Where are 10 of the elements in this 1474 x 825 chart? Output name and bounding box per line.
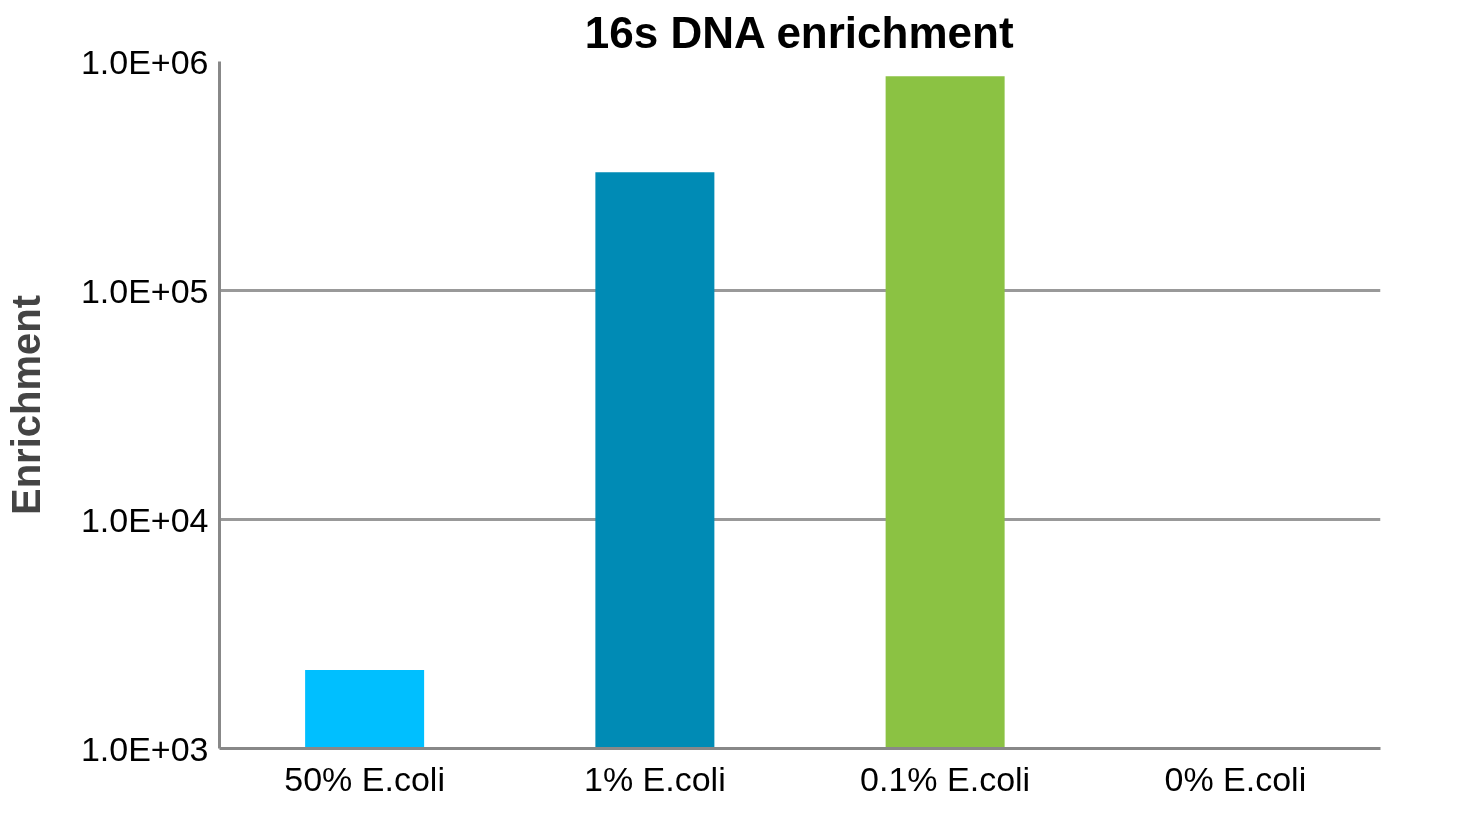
y-tick-label: 1.0E+05 bbox=[80, 271, 209, 310]
x-tick-label: 0% E.coli bbox=[1164, 759, 1307, 798]
x-tick-label: 50% E.coli bbox=[284, 759, 445, 798]
x-tick-label: 0.1% E.coli bbox=[860, 759, 1031, 798]
y-tick-label: 1.0E+04 bbox=[80, 500, 209, 539]
x-tick-label: 1% E.coli bbox=[584, 759, 726, 798]
chart-title: 16s DNA enrichment bbox=[584, 7, 1014, 57]
y-axis-title: Enrichment bbox=[3, 294, 48, 516]
y-tick-label: 1.0E+03 bbox=[80, 729, 209, 768]
y-tick-label: 1.0E+06 bbox=[80, 42, 209, 81]
